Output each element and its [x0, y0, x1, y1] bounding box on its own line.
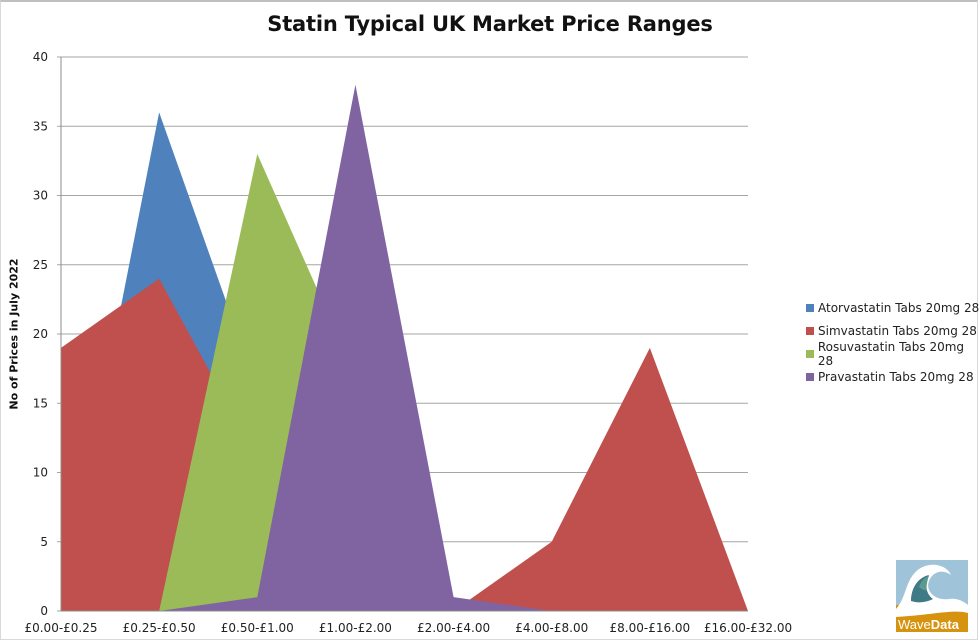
- y-tick-label: 10: [33, 466, 48, 480]
- legend-item-atorvastatin: Atorvastatin Tabs 20mg 28: [806, 296, 980, 319]
- wavedata-logo: WaveData: [893, 557, 971, 635]
- x-tick-label: £1.00-£2.00: [319, 621, 392, 635]
- legend-swatch-red: [806, 326, 814, 335]
- area-series-rosuvastatin: [61, 153, 748, 611]
- legend-item-simvastatin: Simvastatin Tabs 20mg 28: [806, 319, 980, 342]
- x-tick-label: £2.00-£4.00: [417, 621, 490, 635]
- area-series-pravastatin: [61, 84, 748, 611]
- legend-item-pravastatin: Pravastatin Tabs 20mg 28: [806, 365, 980, 388]
- legend-item-rosuvastatin: Rosuvastatin Tabs 20mg 28: [806, 339, 980, 368]
- y-tick-label: 5: [40, 535, 48, 549]
- y-tick-label: 40: [33, 50, 48, 64]
- legend-label: Atorvastatin Tabs 20mg 28: [818, 300, 980, 315]
- y-tick-label: 0: [40, 604, 48, 618]
- x-tick-label: £0.25-£0.50: [123, 621, 196, 635]
- legend-swatch-green: [806, 349, 814, 358]
- legend: Atorvastatin Tabs 20mg 28 Simvastatin Ta…: [806, 296, 980, 388]
- wave-logo-icon: WaveData: [893, 557, 971, 635]
- logo-text: WaveData: [898, 617, 960, 632]
- x-tick-label: £0.00-£0.25: [24, 621, 97, 635]
- x-tick-label: £8.00-£16.00: [610, 621, 691, 635]
- y-tick-label: 20: [33, 327, 48, 341]
- x-tick-label: £4.00-£8.00: [515, 621, 588, 635]
- chart-title: Statin Typical UK Market Price Ranges: [267, 12, 713, 36]
- legend-label: Pravastatin Tabs 20mg 28: [818, 369, 974, 384]
- legend-swatch-blue: [806, 303, 814, 312]
- y-tick-label: 30: [33, 189, 48, 203]
- x-tick-label: £0.50-£1.00: [221, 621, 294, 635]
- legend-label: Rosuvastatin Tabs 20mg 28: [817, 339, 965, 368]
- y-tick-label: 15: [33, 396, 48, 410]
- y-tick-label: 35: [33, 119, 48, 133]
- y-tick-label: 25: [33, 258, 48, 272]
- legend-label: Simvastatin Tabs 20mg 28: [818, 323, 977, 338]
- legend-swatch-purple: [806, 372, 814, 381]
- x-tick-label: £16.00-£32.00: [704, 621, 792, 635]
